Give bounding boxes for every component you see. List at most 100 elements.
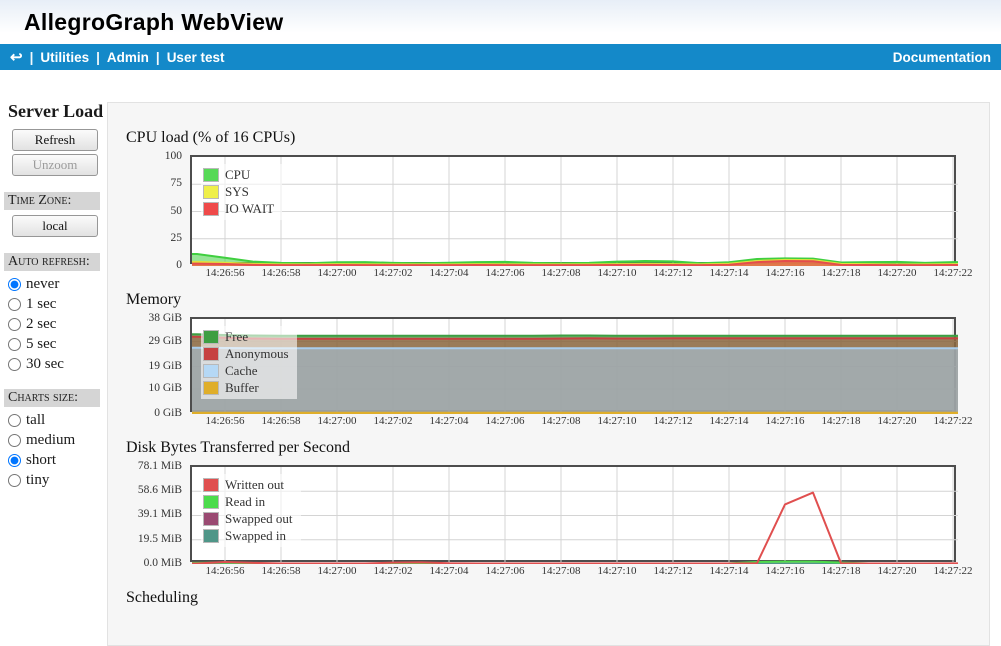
legend-item-cpu: CPU [203,167,274,183]
chartssize-radio-tall[interactable] [8,414,21,427]
scheduling-chart-title: Scheduling [126,589,198,606]
main-panel: CPU load (% of 16 CPUs) 0 25 50 75 100 CPU SYS I… [107,102,990,646]
y-axis-label: 19.5 MiB [137,532,182,545]
x-axis-label: 14:27:12 [653,415,693,427]
x-axis-label: 14:27:10 [597,415,637,427]
disk-plot[interactable]: Written out Read in Swapped out Swapped in [190,465,958,564]
x-axis-label: 14:27:02 [373,267,413,279]
autorefresh-radio-5-sec[interactable] [8,338,21,351]
x-axis-label: 14:27:12 [653,565,693,577]
legend-label: Read in [225,494,266,509]
nav-separator: | [29,49,34,65]
chartssize-option-tiny[interactable]: tiny [8,472,107,489]
cpu-plot-row: 0 25 50 75 100 CPU SYS IO WAIT [108,150,989,271]
autorefresh-option-label: 1 sec [26,296,57,312]
x-axis-label: 14:27:06 [485,565,525,577]
refresh-button[interactable]: Refresh [12,129,98,151]
x-axis-label: 14:27:14 [709,267,749,279]
y-axis-label: 0.0 MiB [143,557,182,569]
disk-y-axis: 0.0 MiB 19.5 MiB 39.1 MiB 58.6 MiB 78.1 MiB [108,460,190,569]
chartssize-option-tall[interactable]: tall [8,412,107,429]
sidebar-heading: Server Load [8,101,104,121]
cpu-legend: CPU SYS IO WAIT [201,164,283,220]
legend-item-swapped-out: Swapped out [203,511,293,527]
nav-link-documentation[interactable]: Documentation [892,49,991,65]
disk-plot-row: 0.0 MiB 19.5 MiB 39.1 MiB 58.6 MiB 78.1 MiB W… [108,460,989,569]
legend-item-free: Free [203,329,289,345]
y-axis-label: 29 GiB [148,334,182,347]
chartssize-option-medium[interactable]: medium [8,432,107,449]
x-axis-label: 14:27:20 [877,415,917,427]
autorefresh-radio-1-sec[interactable] [8,298,21,311]
legend-swatch [203,330,219,344]
y-axis-label: 10 GiB [148,382,182,394]
autorefresh-option-2-sec[interactable]: 2 sec [8,316,107,333]
legend-item-read-in: Read in [203,494,293,510]
y-axis-label: 75 [170,177,183,190]
legend-swatch [203,512,219,526]
autorefresh-option-never[interactable]: never [8,276,107,293]
scheduling-chart: Scheduling [108,588,989,607]
nav-link-utilities[interactable]: Utilities [40,49,90,65]
legend-label: Swapped in [225,528,287,543]
x-axis-label: 14:27:14 [709,415,749,427]
y-axis-label: 78.1 MiB [137,460,182,472]
charts-size-options: tall medium short tiny [8,412,107,489]
memory-y-axis: 0 GiB 10 GiB 19 GiB 29 GiB 38 GiB [108,312,190,419]
chartssize-radio-tiny[interactable] [8,474,21,487]
back-arrow-icon[interactable]: ↩ [10,48,23,66]
cpu-plot[interactable]: CPU SYS IO WAIT [190,155,958,266]
x-axis-label: 14:27:22 [933,565,973,577]
autorefresh-option-label: 2 sec [26,316,57,332]
y-axis-label: 0 [176,259,182,271]
x-axis-label: 14:27:04 [429,565,469,577]
x-axis-label: 14:26:58 [261,415,301,427]
legend-swatch [203,185,219,199]
chartssize-option-label: tiny [26,472,50,488]
x-axis-label: 14:27:14 [709,565,749,577]
autorefresh-radio-never[interactable] [8,278,21,291]
autorefresh-radio-2-sec[interactable] [8,318,21,331]
x-axis-label: 14:27:04 [429,267,469,279]
autorefresh-option-1-sec[interactable]: 1 sec [8,296,107,313]
x-axis-label: 14:27:08 [541,415,581,427]
legend-swatch [203,381,219,395]
x-axis-label: 14:27:04 [429,415,469,427]
autorefresh-option-30-sec[interactable]: 30 sec [8,356,107,373]
chartssize-option-label: medium [26,432,76,448]
legend-label: Buffer [225,380,259,395]
chartssize-option-short[interactable]: short [8,452,107,469]
charts-container: CPU load (% of 16 CPUs) 0 25 50 75 100 CPU SYS I… [108,128,989,607]
legend-swatch [203,364,219,378]
legend-label: Cache [225,363,258,378]
time-zone-button[interactable]: local [12,215,98,237]
x-axis-label: 14:27:22 [933,415,973,427]
x-axis-label: 14:27:06 [485,415,525,427]
chartssize-radio-medium[interactable] [8,434,21,447]
masthead: AllegroGraph WebView [0,0,1001,44]
x-axis-label: 14:27:16 [765,415,805,427]
memory-legend: Free Anonymous Cache Buffer [201,326,297,399]
memory-plot[interactable]: Free Anonymous Cache Buffer [190,317,958,414]
legend-item-buffer: Buffer [203,380,289,396]
sidebar: Server Load Refresh Unzoom Time Zone: lo… [0,102,107,646]
x-axis-label: 14:27:20 [877,267,917,279]
nav-link-admin[interactable]: Admin [106,49,149,65]
y-axis-label: 19 GiB [148,359,182,372]
memory-x-axis: 14:26:56 14:26:58 14:27:00 14:27:02 14:27:04… [192,412,972,432]
y-axis-label: 100 [164,150,182,162]
legend-item-anonymous: Anonymous [203,346,289,362]
content-area: Server Load Refresh Unzoom Time Zone: lo… [0,102,1001,646]
x-axis-label: 14:27:10 [597,565,637,577]
y-axis-label: 39.1 MiB [137,508,182,521]
auto-refresh-options: never 1 sec 2 sec 5 sec 30 sec [8,276,107,373]
legend-swatch [203,347,219,361]
nav-link-user-test[interactable]: User test [166,49,225,65]
legend-swatch [203,168,219,182]
autorefresh-option-5-sec[interactable]: 5 sec [8,336,107,353]
legend-label: CPU [225,167,251,182]
nav-bar: ↩ | Utilities | Admin | User test Documentati… [0,44,1001,70]
autorefresh-radio-30-sec[interactable] [8,358,21,371]
chartssize-radio-short[interactable] [8,454,21,467]
autorefresh-option-label: 30 sec [26,356,64,372]
